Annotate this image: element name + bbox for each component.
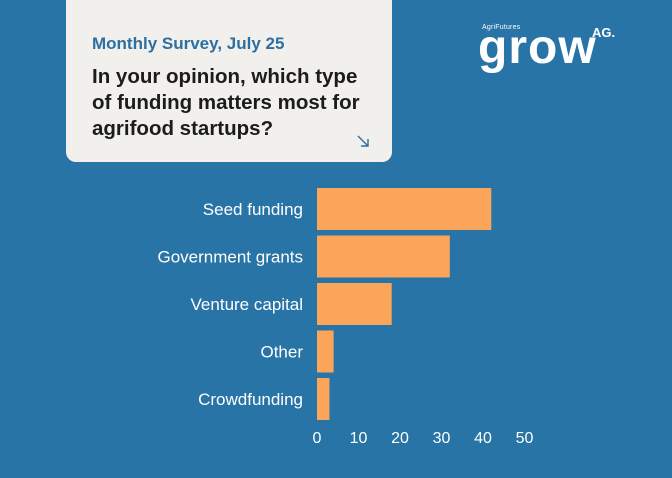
category-label: Crowdfunding: [198, 390, 303, 409]
category-label: Seed funding: [203, 200, 303, 219]
bar-crowdfunding: [317, 378, 330, 420]
x-tick-label: 10: [350, 430, 368, 447]
arrow-down-right-icon: [357, 135, 369, 147]
logo-brand-text: AgriFutures: [482, 24, 521, 31]
category-label: Government grants: [157, 248, 303, 267]
logo-suffix: AG.: [592, 25, 616, 40]
x-tick-label: 30: [433, 430, 451, 447]
bar-other: [317, 330, 334, 373]
x-tick-label: 20: [391, 430, 409, 447]
survey-subtitle: Monthly Survey, July 25: [92, 34, 285, 53]
bar-government-grants: [317, 235, 450, 278]
x-tick-label: 40: [474, 430, 492, 447]
x-tick-label: 0: [313, 430, 322, 447]
bar-seed-funding: [317, 188, 492, 230]
category-label: Other: [260, 343, 303, 362]
question-card: Monthly Survey, July 25 In your opinion,…: [66, 0, 392, 162]
survey-question: In your opinion, which type of funding m…: [92, 65, 360, 140]
logo-main-text: grow: [478, 21, 597, 74]
bar-venture-capital: [317, 283, 392, 325]
x-tick-label: 50: [516, 430, 534, 447]
grow-logo: AgriFutures grow AG.: [478, 18, 628, 74]
category-label: Venture capital: [191, 295, 303, 314]
